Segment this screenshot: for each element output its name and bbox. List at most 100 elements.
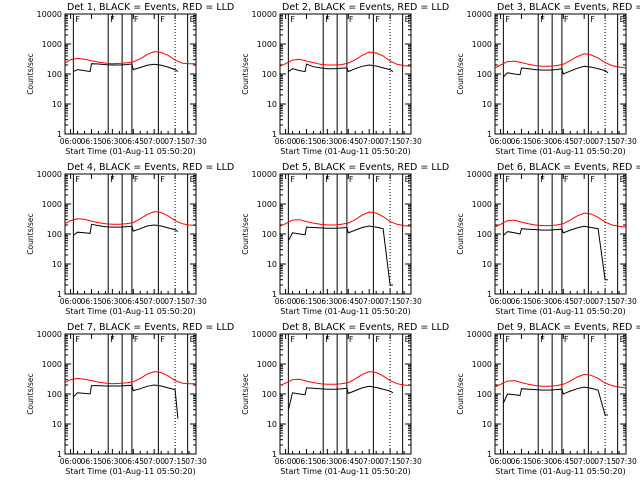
x-tick-label: 06:00 xyxy=(490,457,512,466)
x-tick-label: 07:15 xyxy=(164,457,186,466)
y-tick-label: 10 xyxy=(482,260,492,269)
x-tick-label: 06:30 xyxy=(532,297,554,306)
y-tick-label: 10000 xyxy=(37,10,62,19)
y-tick-label: 10 xyxy=(482,420,492,429)
chart-title: Det 9, BLACK = Events, RED = LLD xyxy=(497,322,640,333)
y-tick-label: 100 xyxy=(477,230,492,239)
y-tick-label: 1000 xyxy=(42,40,62,49)
flag-label: E xyxy=(620,335,625,344)
y-tick-label: 100 xyxy=(477,70,492,79)
x-tick-label: 07:30 xyxy=(185,137,207,146)
x-tick-label: 06:30 xyxy=(317,457,339,466)
x-axis-label: Start Time (01-Aug-11 05:50:20) xyxy=(280,467,411,476)
y-axis-label: Counts/sec xyxy=(26,53,35,94)
x-tick-label: 07:15 xyxy=(594,297,616,306)
x-axis-label: Start Time (01-Aug-11 05:50:20) xyxy=(65,147,196,156)
x-tick-label: 06:45 xyxy=(552,457,574,466)
events-series-line xyxy=(503,65,609,78)
x-tick-label: 07:00 xyxy=(143,457,165,466)
x-tick-label: 06:45 xyxy=(337,457,359,466)
lld-series-line xyxy=(279,51,412,67)
x-tick-label: 06:15 xyxy=(296,297,318,306)
x-tick-label: 06:15 xyxy=(81,297,103,306)
x-tick-label: 07:00 xyxy=(143,297,165,306)
flag-label: F xyxy=(160,175,165,184)
x-tick-label: 07:00 xyxy=(143,137,165,146)
events-series-line xyxy=(73,384,179,419)
flag-label: F xyxy=(375,175,380,184)
events-series-line xyxy=(503,225,608,281)
x-tick-label: 06:15 xyxy=(296,457,318,466)
flag-label: E xyxy=(405,175,410,184)
lld-series-line xyxy=(64,371,196,385)
plot-frame xyxy=(279,13,412,135)
y-tick-label: 100 xyxy=(262,70,277,79)
flag-label: F xyxy=(540,335,545,344)
x-tick-label: 06:45 xyxy=(122,457,144,466)
x-tick-label: 06:00 xyxy=(275,137,297,146)
flag-label: F xyxy=(110,15,115,24)
y-tick-label: 1 xyxy=(272,450,277,459)
plot-frame xyxy=(64,13,197,135)
y-tick-label: 1000 xyxy=(42,200,62,209)
flag-label: F xyxy=(75,335,80,344)
flag-label: E xyxy=(405,15,410,24)
chart-panel-7: Det 7, BLACK = Events, RED = LLD 1 10 100 10… xyxy=(26,322,234,476)
x-tick-label: 07:00 xyxy=(573,457,595,466)
chart-panel-9: Det 9, BLACK = Events, RED = LLD 1 10 100 10… xyxy=(456,322,640,476)
x-tick-label: 07:15 xyxy=(379,297,401,306)
x-tick-label: 06:15 xyxy=(296,137,318,146)
x-tick-label: 06:30 xyxy=(102,457,124,466)
y-axis-label: Counts/sec xyxy=(456,53,465,94)
chart-title: Det 8, BLACK = Events, RED = LLD xyxy=(282,322,449,333)
x-axis-label: Start Time (01-Aug-11 05:50:20) xyxy=(280,307,411,316)
x-tick-label: 06:30 xyxy=(102,137,124,146)
flag-label: E xyxy=(405,335,410,344)
x-tick-label: 07:15 xyxy=(379,137,401,146)
x-tick-label: 06:30 xyxy=(532,457,554,466)
flag-label: F xyxy=(564,175,569,184)
flag-label: F xyxy=(590,15,595,24)
x-tick-label: 06:00 xyxy=(60,137,82,146)
x-tick-label: 07:30 xyxy=(615,137,637,146)
flag-label: F xyxy=(75,15,80,24)
flag-label: F xyxy=(110,335,115,344)
plot-frame xyxy=(494,333,627,455)
flag-label: F xyxy=(290,335,295,344)
lld-series-line xyxy=(279,211,412,227)
x-tick-label: 07:00 xyxy=(358,297,380,306)
chart-title: Det 2, BLACK = Events, RED = LLD xyxy=(282,2,449,13)
flag-label: F xyxy=(590,175,595,184)
y-axis-label: Counts/sec xyxy=(26,373,35,414)
chart-title: Det 1, BLACK = Events, RED = LLD xyxy=(67,2,234,13)
chart-panel-4: Det 4, BLACK = Events, RED = LLD 1 10 100 10… xyxy=(26,162,234,316)
y-tick-label: 1 xyxy=(487,290,492,299)
flag-label: F xyxy=(590,335,595,344)
chart-title: Det 4, BLACK = Events, RED = LLD xyxy=(67,162,234,173)
chart-title: Det 7, BLACK = Events, RED = LLD xyxy=(67,322,234,333)
y-tick-label: 10 xyxy=(267,100,277,109)
chart-panel-2: Det 2, BLACK = Events, RED = LLD 1 10 100 10… xyxy=(241,2,449,156)
x-tick-label: 06:45 xyxy=(552,137,574,146)
x-tick-label: 06:00 xyxy=(275,297,297,306)
x-tick-label: 07:00 xyxy=(573,297,595,306)
flag-label: F xyxy=(134,15,139,24)
x-tick-label: 06:00 xyxy=(275,457,297,466)
y-tick-label: 10 xyxy=(267,260,277,269)
x-tick-label: 07:00 xyxy=(358,137,380,146)
y-tick-label: 1 xyxy=(487,450,492,459)
events-series-line xyxy=(73,63,179,73)
x-tick-label: 06:45 xyxy=(122,137,144,146)
events-series-line xyxy=(73,223,179,236)
x-axis-label: Start Time (01-Aug-11 05:50:20) xyxy=(495,147,626,156)
x-tick-label: 07:30 xyxy=(400,457,422,466)
plot-frame xyxy=(494,173,627,295)
flag-label: F xyxy=(349,335,354,344)
x-tick-label: 06:15 xyxy=(511,297,533,306)
x-axis-label: Start Time (01-Aug-11 05:50:20) xyxy=(495,467,626,476)
y-tick-label: 10 xyxy=(52,420,62,429)
y-tick-label: 10 xyxy=(482,100,492,109)
x-tick-label: 06:15 xyxy=(81,457,103,466)
flag-label: F xyxy=(349,175,354,184)
